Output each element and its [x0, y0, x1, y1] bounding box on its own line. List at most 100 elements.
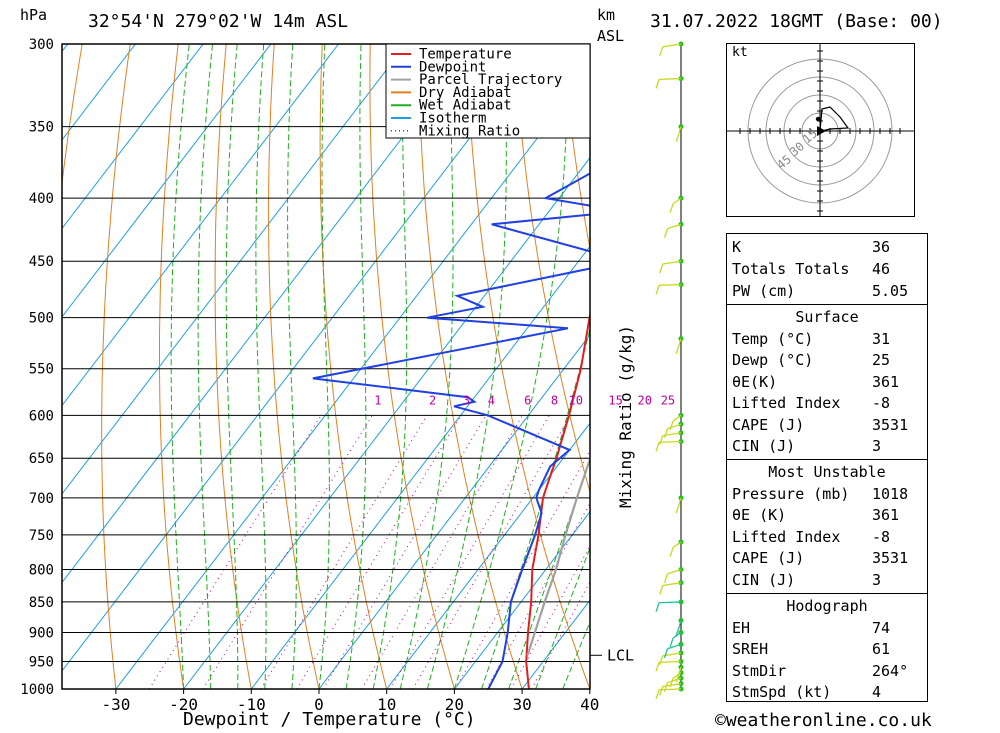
km-label: km — [597, 6, 616, 24]
mixing-ratio-label: 2 — [429, 393, 436, 407]
wind-barb-flag — [659, 263, 664, 274]
surface-header: Surface — [727, 306, 927, 327]
wet-adiabat-line — [255, 44, 267, 689]
wind-barb-flag — [655, 285, 660, 295]
pressure-tick-label: 400 — [29, 191, 54, 207]
wind-barb-flag — [675, 132, 680, 142]
surface-cin-value: 3 — [872, 437, 882, 455]
wind-barb — [659, 77, 682, 81]
pressure-tick-label: 550 — [29, 362, 54, 378]
mu-pressure-row: Pressure (mb) 1018 — [727, 483, 927, 504]
legend-label: Isotherm — [419, 111, 486, 127]
surface-cin-row: CIN (J) 3 — [727, 435, 927, 456]
stmdir-row: StmDir 264° — [727, 660, 927, 681]
surface-cin-label: CIN (J) — [732, 437, 796, 455]
wind-barb — [667, 423, 682, 430]
wind-barb — [678, 497, 682, 505]
wind-barb-flag — [669, 420, 674, 431]
wind-barb-flag — [655, 662, 660, 672]
x-tick-label: 20 — [445, 695, 464, 714]
mu-cape-value: 3531 — [872, 549, 909, 567]
wind-level-dot — [678, 124, 684, 130]
wind-barb — [678, 126, 682, 133]
mu-cape-label: CAPE (J) — [732, 549, 805, 567]
wet-adiabat-line — [453, 44, 569, 689]
wind-barb — [678, 338, 682, 345]
legend-label: Wet Adiabat — [419, 98, 512, 114]
k-index-label: K — [732, 238, 742, 256]
legend-label: Temperature — [419, 47, 512, 63]
dewpoint-profile — [312, 172, 590, 689]
hodo-header: Hodograph — [727, 595, 927, 616]
mixing-ratio-line — [260, 415, 428, 689]
wind-barb-flag — [659, 585, 664, 595]
mu-cin-label: CIN (J) — [732, 571, 796, 589]
dry-adiabat-line — [561, 44, 590, 252]
pressure-tick-label: 600 — [29, 408, 54, 424]
isotherm-line — [318, 333, 590, 689]
mu-cin-row: CIN (J) 3 — [727, 569, 927, 590]
surface-theta-label: θE(K) — [732, 373, 778, 391]
dry-adiabat-line — [465, 44, 590, 689]
dry-adiabat-line — [62, 44, 83, 188]
mixing-ratio-line — [296, 415, 462, 689]
wind-barb-flag — [675, 344, 680, 354]
mixing-ratio-label: 10 — [568, 393, 582, 407]
isotherm-line — [62, 44, 272, 318]
stmspd-row: StmSpd (kt) 4 — [727, 681, 927, 702]
pressure-tick-label: 900 — [29, 626, 54, 642]
wind-barb-flag — [663, 648, 669, 658]
plot-frame — [61, 43, 591, 690]
lcl-label: LCL — [607, 646, 634, 664]
pressure-tick-label: 700 — [29, 491, 54, 507]
mu-li-label: Lifted Index — [732, 528, 841, 546]
wet-adiabat-line — [197, 44, 214, 689]
dry-adiabat-line — [369, 44, 455, 689]
pressure-tick-label: 350 — [29, 120, 54, 136]
legend-box — [385, 43, 591, 139]
isotherm-line — [386, 422, 590, 689]
wind-barb — [659, 440, 682, 443]
legend-label: Mixing Ratio — [419, 123, 520, 139]
mixing-ratio-line — [389, 415, 550, 689]
wind-barb-flag — [663, 573, 669, 584]
mixing-ratio-label: 20 — [638, 393, 652, 407]
totals-label: Totals Totals — [732, 260, 850, 278]
wind-barb — [662, 43, 682, 48]
dry-adiabat-line — [0, 0, 55, 689]
totals-row: Totals Totals 46 — [727, 258, 927, 279]
surface-cape-label: CAPE (J) — [732, 416, 805, 434]
pressure-tick-label: 650 — [29, 451, 54, 467]
wind-barb — [672, 197, 682, 205]
dry-adiabat-line — [417, 44, 523, 689]
isotherm-line — [62, 44, 137, 141]
surface-dewp-label: Dewp (°C) — [732, 351, 814, 369]
x-tick-label: -10 — [237, 695, 266, 714]
mixing-ratio-line — [510, 544, 590, 689]
parcel-trajectory — [526, 455, 590, 656]
wind-barb-flag — [659, 655, 664, 666]
surface-dewp-value: 25 — [872, 351, 891, 369]
wind-barb-flag — [669, 677, 674, 688]
mu-title: Most Unstable — [768, 463, 886, 481]
wind-barb — [667, 568, 682, 575]
isotherm-line — [62, 44, 69, 53]
wind-barb — [659, 660, 682, 663]
copyright-link[interactable]: ©weatheronline.co.uk — [715, 710, 932, 731]
indices-table: K 36 Totals Totals 46 PW (cm) 5.05 Surface … — [726, 233, 928, 702]
surface-theta-row: θE(K) 361 — [727, 371, 927, 392]
mixing-ratio-label: 25 — [661, 393, 675, 407]
mixing-ratio-line — [202, 415, 373, 689]
stmspd-value: 4 — [872, 683, 882, 701]
wet-adiabat-line — [287, 44, 297, 689]
eh-label: EH — [732, 619, 751, 637]
dry-adiabat-line — [268, 44, 320, 689]
dry-adiabat-line — [920, 0, 1000, 689]
hodograph-panel: 15 30 45 kt — [726, 43, 915, 217]
sreh-row: SREH 61 — [727, 638, 927, 659]
mixing-ratio-line — [148, 415, 322, 689]
k-index-row: K 36 — [727, 236, 927, 257]
wind-barb-flag — [675, 626, 680, 636]
eh-value: 74 — [872, 619, 891, 637]
